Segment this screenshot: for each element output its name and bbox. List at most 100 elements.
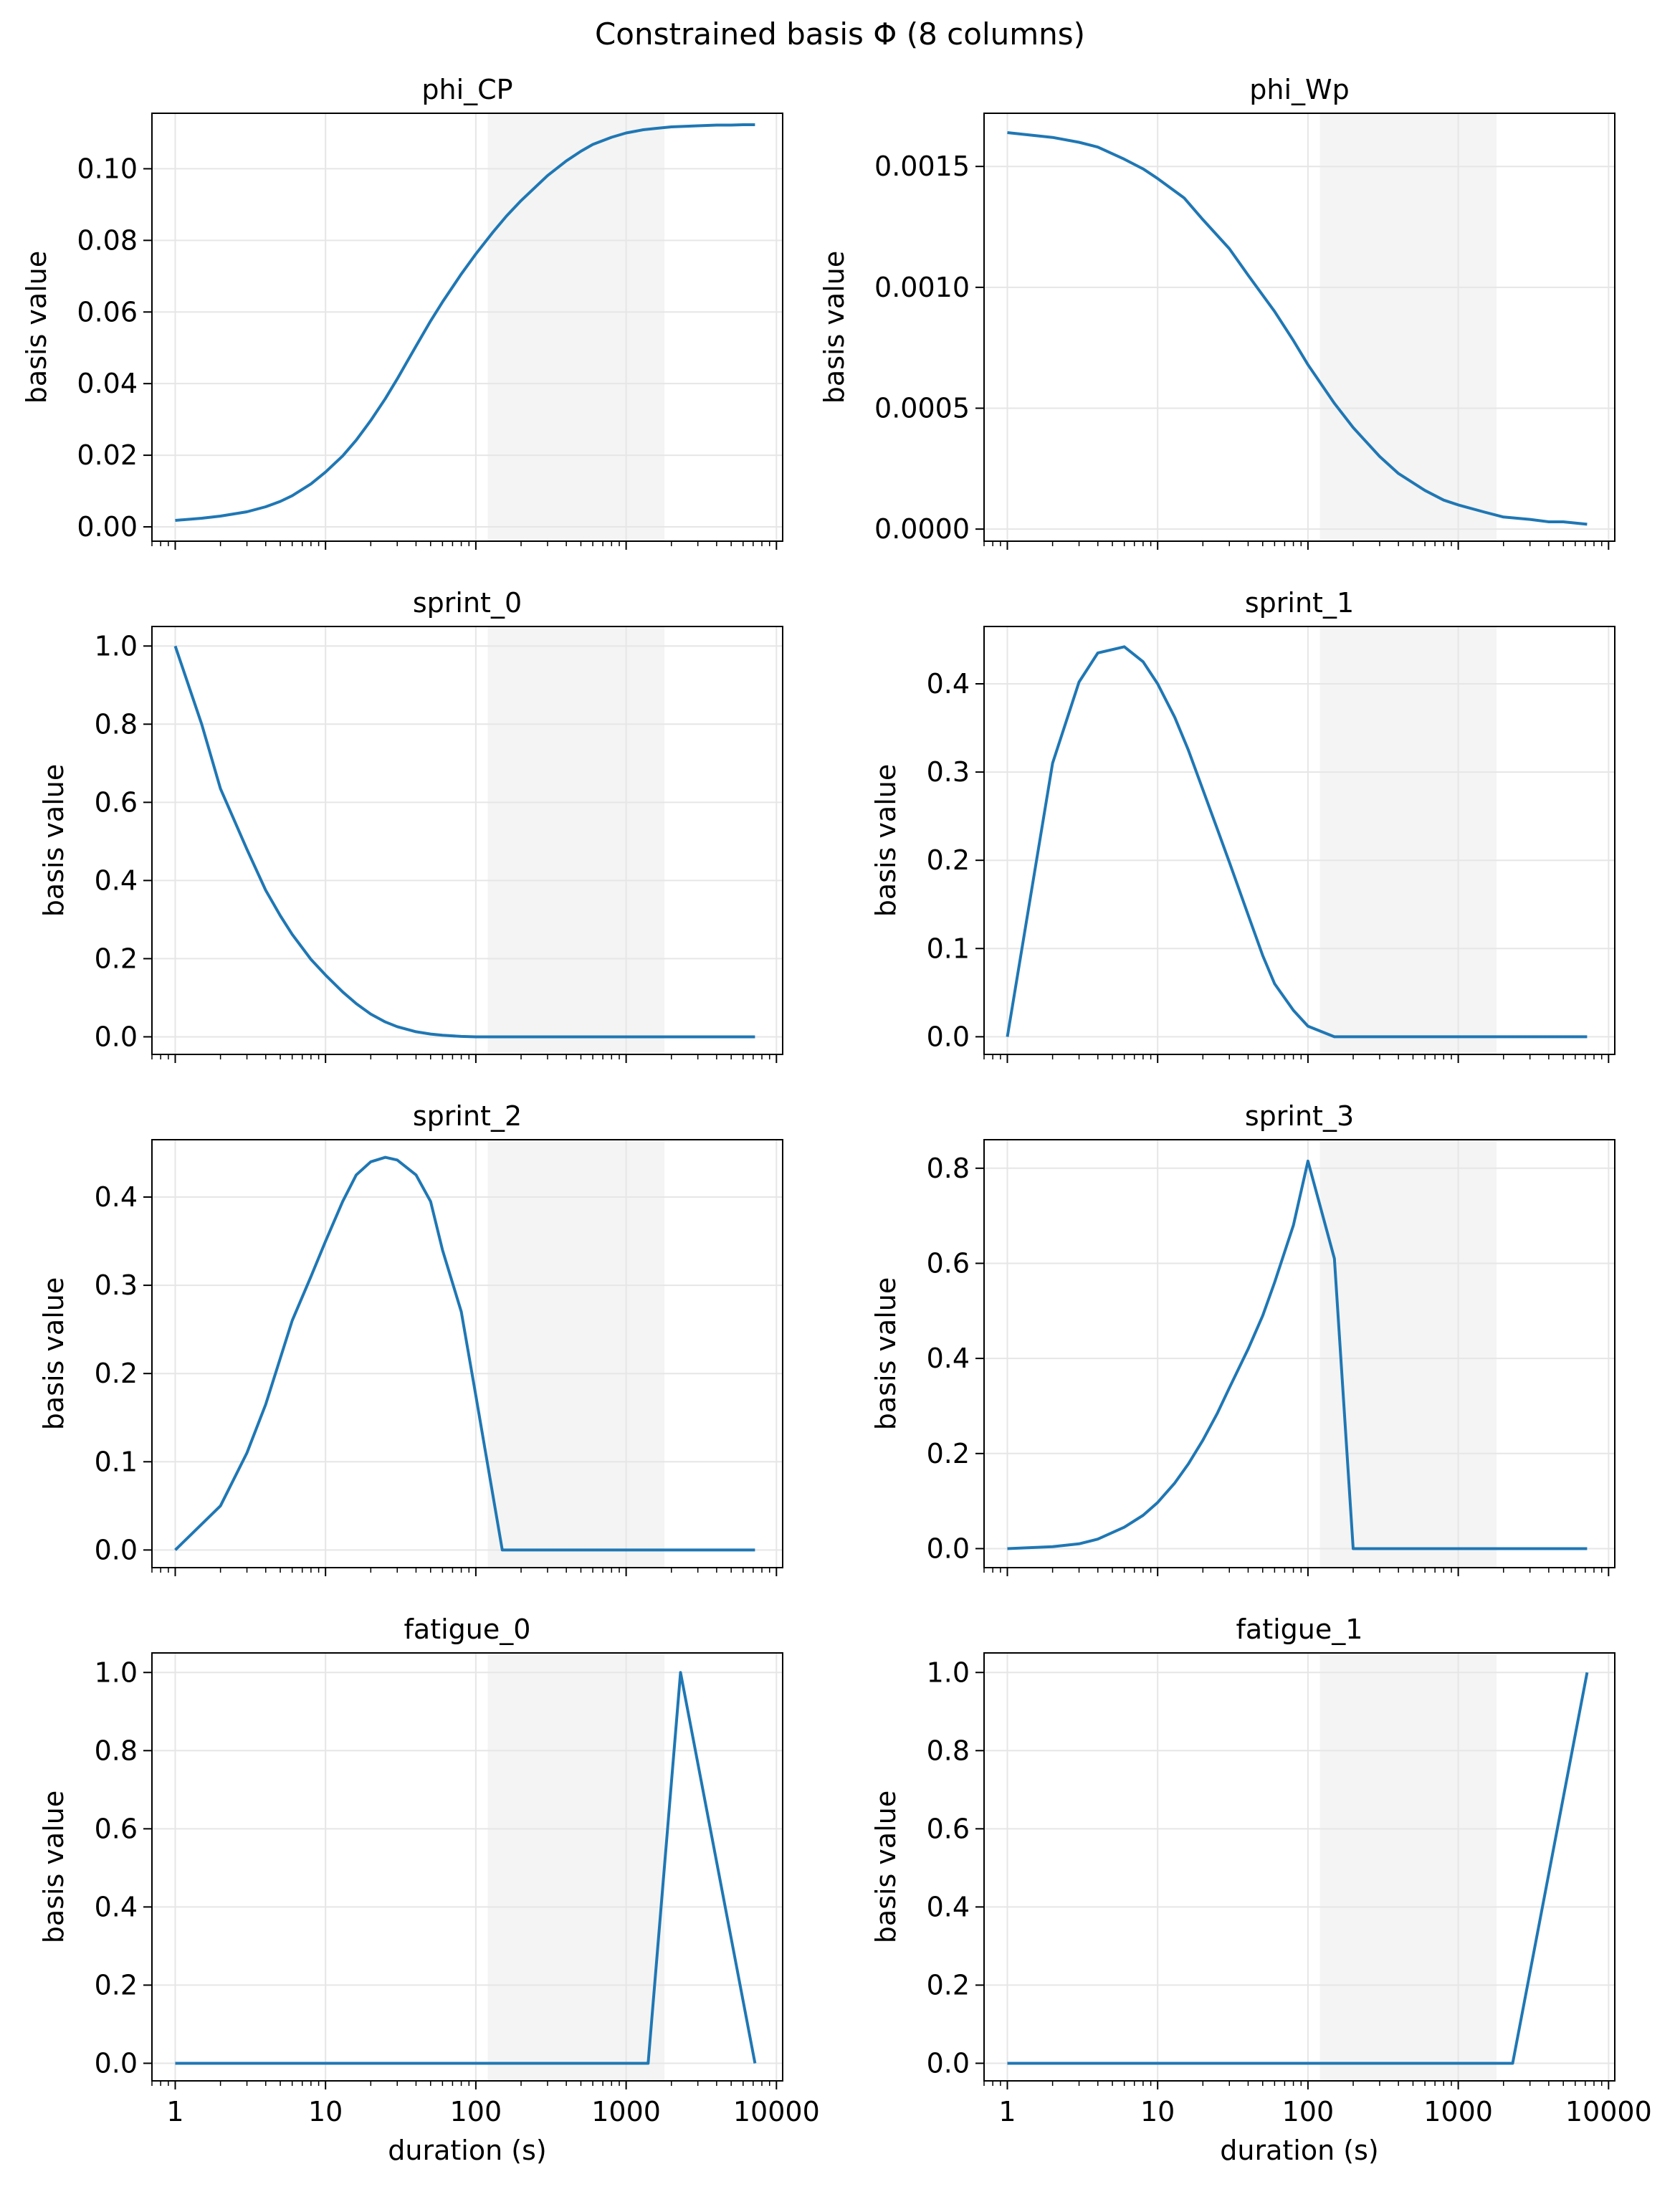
y-axis-label: basis value: [38, 764, 70, 917]
subplot-title: sprint_2: [413, 1100, 522, 1132]
y-axis-label: basis value: [38, 1791, 70, 1943]
y-tick-label: 0.0: [927, 1533, 970, 1564]
y-tick-label: 0.04: [77, 368, 138, 399]
y-tick-label: 0.1: [95, 1446, 138, 1477]
y-tick-label: 0.00: [77, 511, 138, 543]
figure-title: Constrained basis Φ (8 columns): [595, 16, 1085, 52]
y-tick-label: 0.06: [77, 296, 138, 328]
subplot-title: fatigue_0: [404, 1614, 531, 1645]
x-tick-label: 100: [1282, 2096, 1335, 2127]
series-line: [175, 123, 755, 522]
y-tick-label: 0.08: [77, 224, 138, 256]
y-tick-label: 1.0: [927, 1657, 970, 1688]
subplot-fatigue_1: 1 10 100 1000 10000 0.0 0.2 0.4 0.6 0.8 1.0 fatigue…: [870, 1614, 1652, 2166]
y-tick-label: 0.4: [95, 864, 138, 896]
x-tick-label: 1: [166, 2096, 183, 2127]
axes-frame: [983, 1139, 1615, 1568]
y-tick-label: 0.6: [95, 786, 138, 818]
subplot-title: sprint_1: [1245, 587, 1354, 619]
y-tick-label: 0.0010: [874, 272, 970, 303]
x-tick-label: 1000: [1423, 2096, 1493, 2127]
shaded-region: [1319, 1653, 1497, 2081]
subplot-title: fatigue_1: [1236, 1614, 1363, 1645]
shaded-region: [1319, 1140, 1497, 1568]
series-line: [1007, 1159, 1588, 1550]
axes-frame: [151, 113, 783, 542]
shaded-region: [487, 1653, 665, 2081]
axes-frame: [151, 1139, 783, 1568]
shaded-region: [1319, 113, 1497, 541]
shaded-region: [487, 1140, 665, 1568]
y-tick-label: 0.0005: [874, 392, 970, 424]
y-tick-label: 0.2: [95, 943, 138, 974]
x-tick-label: 1: [998, 2096, 1016, 2127]
axes-frame: [983, 1652, 1615, 2082]
shaded-region: [1319, 626, 1497, 1054]
y-tick-label: 0.3: [927, 756, 970, 788]
y-axis-label: basis value: [38, 1277, 70, 1430]
y-tick-label: 0.0000: [874, 513, 970, 545]
y-tick-label: 0.8: [927, 1153, 970, 1184]
y-tick-label: 0.0: [95, 2047, 138, 2079]
y-tick-label: 0.02: [77, 439, 138, 471]
y-tick-label: 0.8: [927, 1735, 970, 1766]
x-tick-label: 10: [308, 2096, 343, 2127]
y-tick-label: 1.0: [95, 1657, 138, 1688]
y-axis-label: basis value: [818, 251, 850, 404]
series-line: [1007, 131, 1588, 526]
axes-frame: [983, 626, 1615, 1055]
series-line: [175, 1671, 757, 2065]
subplot-title: sprint_3: [1245, 1100, 1354, 1132]
y-tick-label: 0.2: [95, 1969, 138, 2001]
y-tick-label: 0.6: [927, 1247, 970, 1279]
subplot-title: phi_Wp: [1249, 74, 1349, 105]
y-axis-label: basis value: [870, 1791, 902, 1943]
y-tick-label: 0.2: [927, 844, 970, 876]
subplot-title: phi_CP: [421, 74, 512, 105]
axes-frame: [151, 626, 783, 1055]
x-axis-label: duration (s): [1220, 2135, 1378, 2166]
series-line: [1007, 1672, 1589, 2065]
y-tick-label: 0.2: [927, 1438, 970, 1469]
y-tick-label: 0.0015: [874, 151, 970, 182]
y-tick-label: 0.2: [927, 1969, 970, 2001]
axes-frame: [151, 1652, 783, 2082]
y-axis-label: basis value: [870, 764, 902, 917]
y-tick-label: 0.4: [927, 668, 970, 700]
x-tick-label: 10000: [1565, 2096, 1652, 2127]
series-line: [173, 645, 755, 1039]
y-tick-label: 0.3: [95, 1269, 138, 1301]
axes-frame: [983, 113, 1615, 542]
y-tick-label: 0.6: [95, 1813, 138, 1844]
x-axis-label: duration (s): [388, 2135, 546, 2166]
x-tick-label: 100: [450, 2096, 502, 2127]
y-tick-label: 0.2: [95, 1358, 138, 1389]
series-line: [174, 1155, 755, 1552]
y-tick-label: 0.6: [927, 1813, 970, 1844]
subplot-title: sprint_0: [413, 587, 522, 619]
y-tick-label: 1.0: [95, 630, 138, 662]
subplot-fatigue_0: 1 10 100 1000 10000 0.0 0.2 0.4 0.6 0.8 1.0 fatigue…: [38, 1614, 820, 2166]
y-axis-label: basis value: [870, 1277, 902, 1430]
x-tick-label: 10: [1140, 2096, 1175, 2127]
y-tick-label: 0.8: [95, 708, 138, 740]
y-tick-label: 0.4: [95, 1891, 138, 1922]
y-tick-label: 0.4: [927, 1343, 970, 1374]
y-tick-label: 0.0: [927, 2047, 970, 2079]
y-axis-label: basis value: [21, 251, 52, 404]
y-tick-label: 0.8: [95, 1735, 138, 1766]
shaded-region: [487, 626, 665, 1054]
y-tick-label: 0.0: [95, 1021, 138, 1052]
y-tick-label: 0.0: [95, 1534, 138, 1565]
y-tick-label: 0.4: [95, 1181, 138, 1213]
y-tick-label: 0.10: [77, 153, 138, 184]
x-tick-label: 1000: [591, 2096, 661, 2127]
